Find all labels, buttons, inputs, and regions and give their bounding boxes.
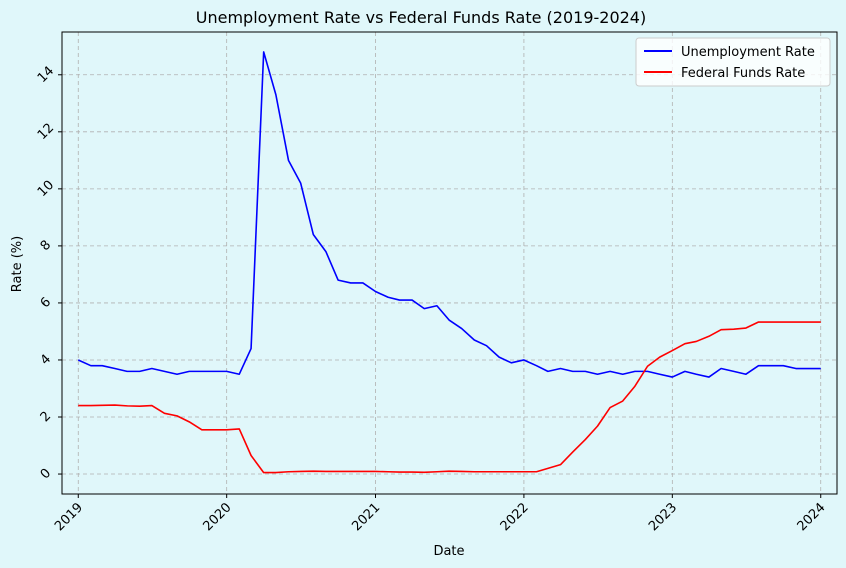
legend-label-unemployment: Unemployment Rate (681, 45, 815, 60)
x-tick-label: 2022 (498, 500, 532, 534)
federal-funds-rate-line (78, 321, 821, 474)
y-tick-label: 14 (35, 64, 57, 86)
x-tick-label: 2019 (52, 500, 86, 534)
y-tick-label: 12 (35, 121, 57, 143)
legend: Unemployment Rate Federal Funds Rate (635, 37, 831, 87)
plot-area (62, 32, 837, 494)
x-axis-label: Date (433, 544, 464, 559)
y-tick-label: 2 (38, 409, 54, 425)
y-axis: 0 2 4 6 8 10 12 14 (35, 64, 62, 482)
unemployment-rate-line (77, 51, 821, 378)
y-axis-label: Rate (%) (10, 236, 25, 292)
y-tick-label: 6 (38, 295, 54, 311)
x-tick-label: 2023 (646, 500, 680, 534)
chart-title: Unemployment Rate vs Federal Funds Rate … (196, 8, 646, 27)
legend-label-fed-funds: Federal Funds Rate (681, 66, 805, 81)
x-axis: 2019 2020 2021 2022 2023 2024 (52, 494, 829, 534)
x-tick-label: 2021 (349, 500, 383, 534)
y-tick-label: 10 (35, 178, 57, 200)
y-tick-label: 4 (38, 352, 54, 368)
series-lines (77, 51, 821, 474)
x-tick-label: 2020 (200, 500, 234, 534)
plot-frame (61, 31, 838, 495)
y-tick-label: 0 (38, 466, 54, 482)
y-tick-label: 8 (38, 238, 54, 254)
x-tick-label: 2024 (795, 500, 829, 534)
legend-box (635, 37, 831, 87)
